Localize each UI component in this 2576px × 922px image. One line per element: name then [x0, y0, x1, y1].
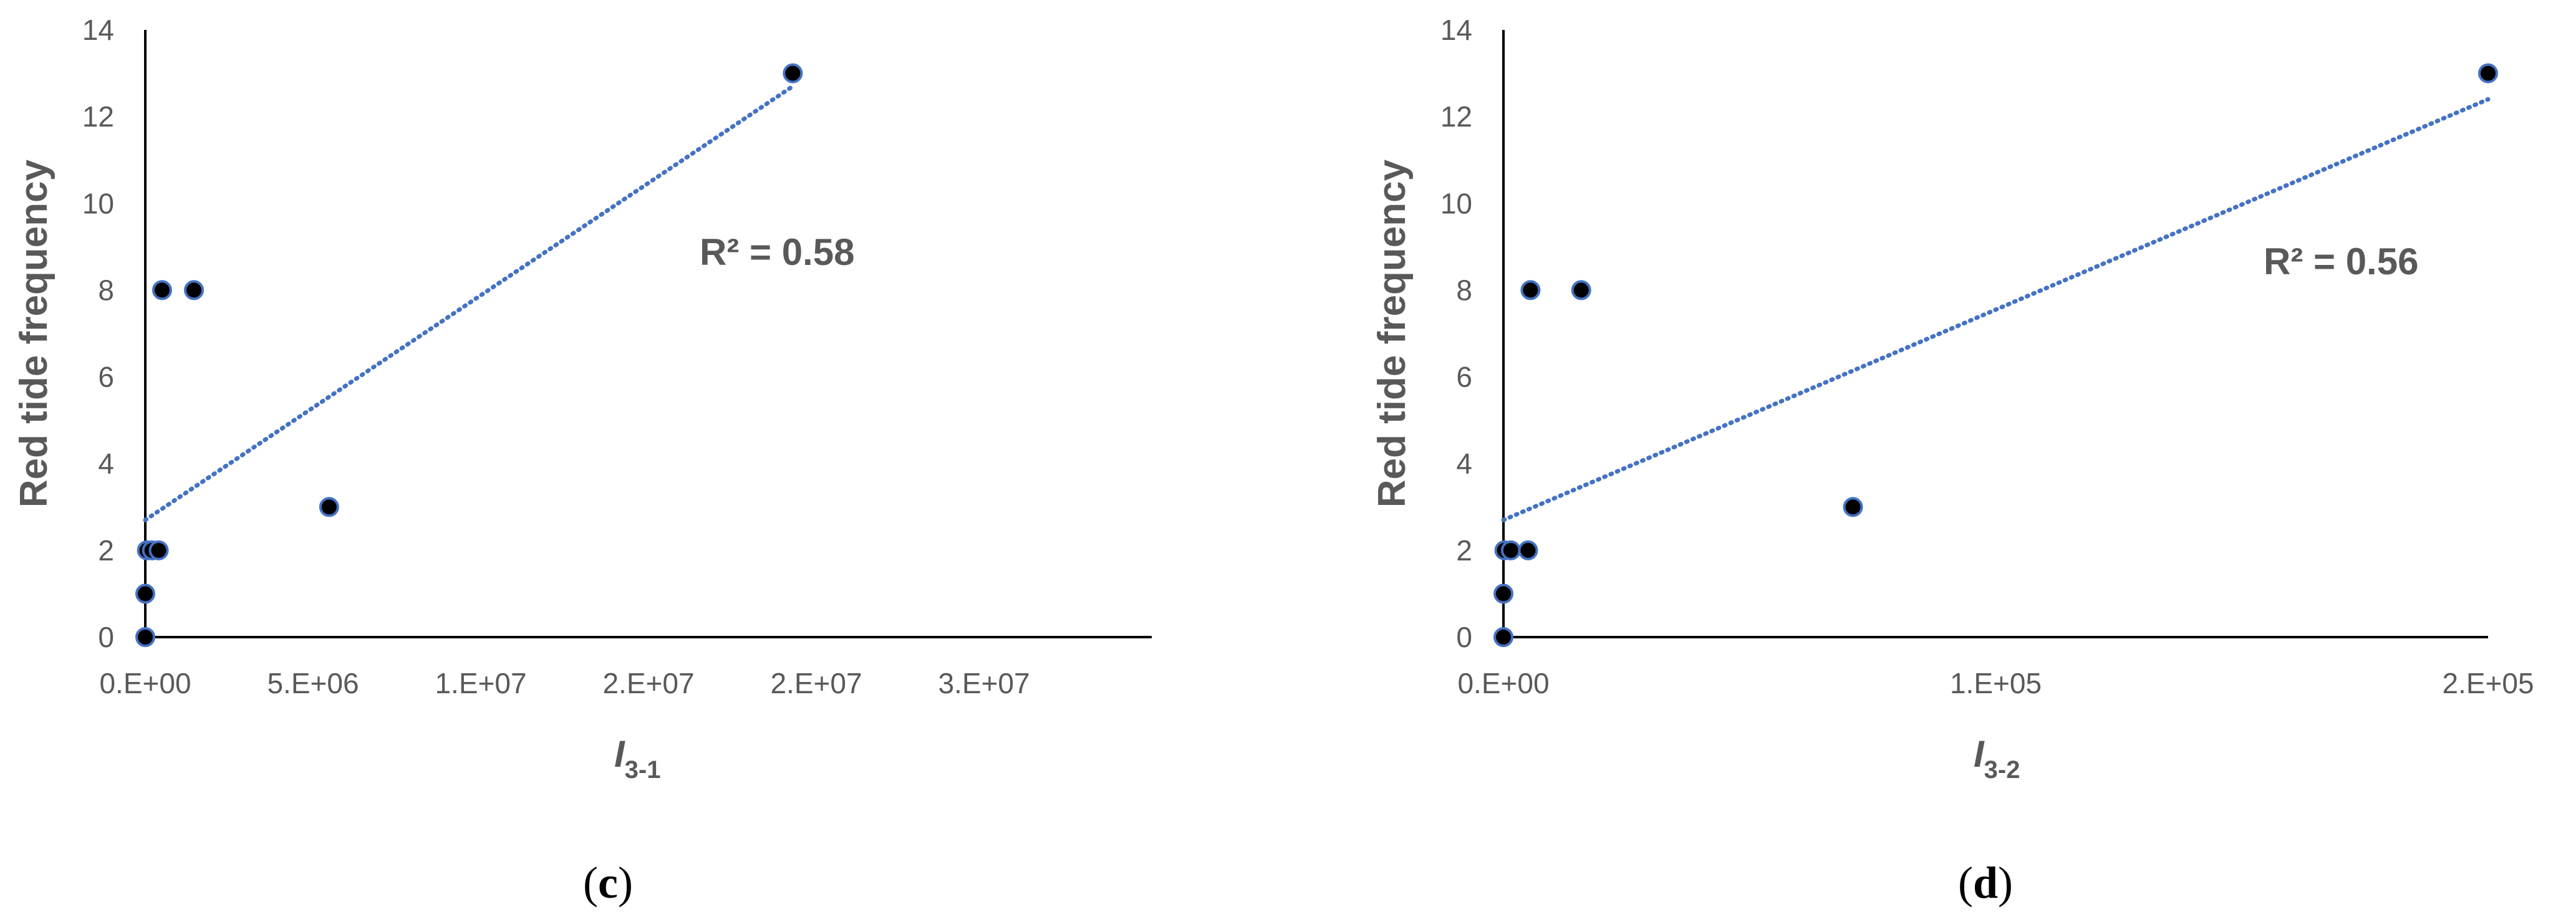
data-point: [1493, 627, 1513, 647]
r-squared-annotation: R² = 0.56: [2264, 241, 2418, 282]
x-tick-label: 0.E+00: [1457, 667, 1549, 699]
x-tick-label: 2.E+05: [2442, 667, 2534, 699]
data-point: [2478, 63, 2498, 84]
panel-label-letter: c: [598, 858, 618, 908]
y-tick-label: 0: [98, 621, 114, 653]
x-axis-title: I3-2: [1974, 733, 2020, 784]
y-tick-label: 8: [98, 274, 114, 306]
x-axis-title-subscript: 3-2: [1984, 756, 2020, 784]
chart-panel-c: 0 2 4 6 8 10 12 14 0.E+00 5.E+06 1.E+07 2.E+07 2.E+0…: [12, 14, 1152, 908]
x-axis-title-main: I: [1974, 733, 1985, 775]
panel-label-close-paren: ): [618, 858, 633, 908]
data-point: [319, 497, 339, 517]
x-axis-title-subscript: 3-1: [625, 756, 661, 784]
data-point: [135, 627, 155, 647]
x-tick-label: 2.E+07: [602, 667, 694, 699]
panel-label-open-paren: (: [1958, 858, 1973, 908]
data-point: [1500, 540, 1521, 560]
panel-label-letter: d: [1973, 858, 1998, 908]
data-point: [1843, 497, 1863, 517]
x-tick-label: 1.E+05: [1950, 667, 2042, 699]
data-point: [1518, 540, 1538, 560]
x-axis-title: I3-1: [614, 733, 660, 784]
y-tick-label: 4: [1456, 448, 1472, 480]
data-point: [184, 280, 205, 300]
data-point: [1493, 583, 1513, 604]
trendline: [1501, 97, 2491, 522]
panel-label-close-paren: ): [1998, 858, 2013, 908]
y-tick-label: 6: [1456, 361, 1472, 393]
data-point: [783, 63, 803, 84]
x-tick-label: 5.E+06: [267, 667, 359, 699]
y-tick-label: 6: [98, 361, 114, 393]
x-tick-label: 0.E+00: [99, 667, 191, 699]
x-tick-label: 3.E+07: [938, 667, 1030, 699]
data-point: [1571, 280, 1591, 300]
panel-label: (d): [1958, 858, 2013, 908]
panel-label: (c): [583, 858, 633, 908]
y-tick-label: 2: [98, 534, 114, 567]
data-point: [152, 280, 172, 300]
y-axis-title: Red tide frequency: [12, 159, 55, 507]
y-tick-label: 10: [1440, 187, 1472, 219]
y-tick-label: 14: [1440, 14, 1472, 46]
y-tick-label: 0: [1456, 621, 1472, 653]
y-tick-label: 14: [82, 14, 114, 46]
data-point: [1520, 280, 1541, 300]
panel-label-open-paren: (: [583, 858, 598, 908]
r-squared-annotation: R² = 0.58: [700, 231, 854, 273]
y-tick-label: 12: [1440, 100, 1472, 133]
x-tick-label: 1.E+07: [435, 667, 526, 699]
data-point: [135, 583, 155, 604]
y-tick-label: 8: [1456, 274, 1472, 306]
x-axis-title-main: I: [614, 733, 625, 775]
chart-panel-d: 0 2 4 6 8 10 12 14 0.E+00 1.E+05 2.E+05 Red tide fr…: [1371, 14, 2534, 908]
trendline: [143, 84, 795, 522]
y-tick-label: 12: [82, 100, 114, 133]
y-tick-label: 2: [1456, 534, 1472, 567]
data-point: [148, 540, 169, 560]
x-tick-label: 2.E+07: [770, 667, 862, 699]
y-tick-label: 4: [98, 448, 114, 480]
y-tick-label: 10: [82, 187, 114, 219]
y-axis-title: Red tide frequency: [1371, 159, 1414, 507]
